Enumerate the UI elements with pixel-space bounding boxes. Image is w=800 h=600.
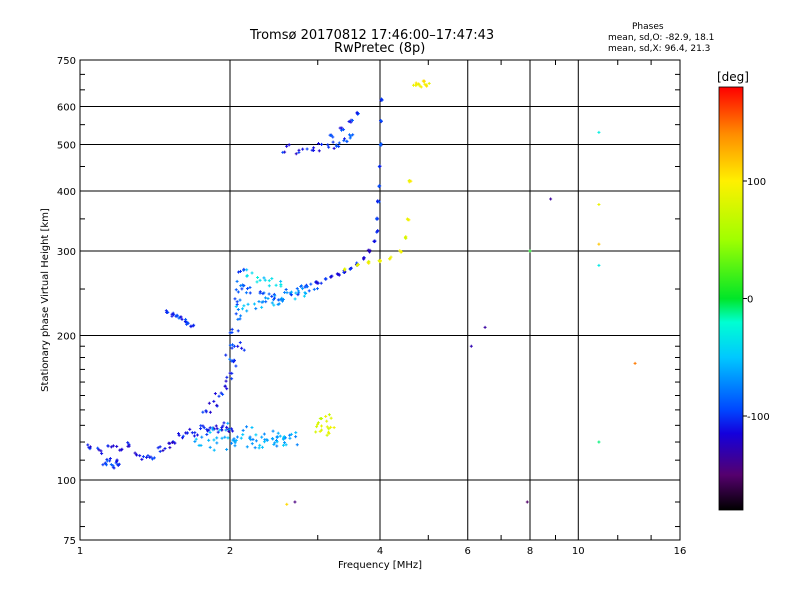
x-tick-label: 2	[227, 546, 233, 557]
phases-x-label: mean, sd,X:	[608, 44, 665, 54]
y-tick-label: 600	[57, 103, 76, 114]
y-tick-label: 100	[57, 476, 76, 487]
phases-o-stats: mean, sd,O: -82.9, 18.1	[608, 33, 714, 43]
phases-heading: Phases	[632, 22, 664, 32]
y-axis-label: Stationary phase Virtual Height [km]	[40, 208, 51, 392]
chart-subtitle: RwPretec (8p)	[334, 41, 426, 56]
y-tick-label: 500	[57, 141, 76, 152]
phases-o-values: -82.9, 18.1	[665, 33, 715, 43]
colorbar-tick-label: 100	[747, 177, 766, 188]
phases-o-label: mean, sd,O:	[608, 33, 666, 43]
y-tick-label: 75	[63, 536, 76, 547]
x-tick-label: 16	[674, 546, 687, 557]
y-tick-label: 750	[57, 56, 76, 67]
x-tick-label: 6	[465, 546, 471, 557]
x-tick-label: 10	[572, 546, 585, 557]
x-tick-label: 8	[527, 546, 533, 557]
y-tick-label: 400	[57, 187, 76, 198]
x-tick-label: 4	[377, 546, 383, 557]
x-axis-label: Frequency [MHz]	[338, 560, 422, 571]
colorbar-tick-label: 0	[747, 295, 753, 306]
phases-x-stats: mean, sd,X: 96.4, 21.3	[608, 44, 710, 54]
y-tick-label: 200	[57, 332, 76, 343]
phases-x-values: 96.4, 21.3	[664, 44, 711, 54]
x-tick-label: 1	[77, 546, 83, 557]
colorbar-tick-label: -100	[747, 412, 770, 423]
colorbar-unit: [deg]	[717, 70, 749, 84]
chart-title: Tromsø 20170812 17:46:00–17:47:43	[250, 28, 495, 43]
colorbar	[718, 86, 744, 511]
y-tick-label: 300	[57, 247, 76, 258]
